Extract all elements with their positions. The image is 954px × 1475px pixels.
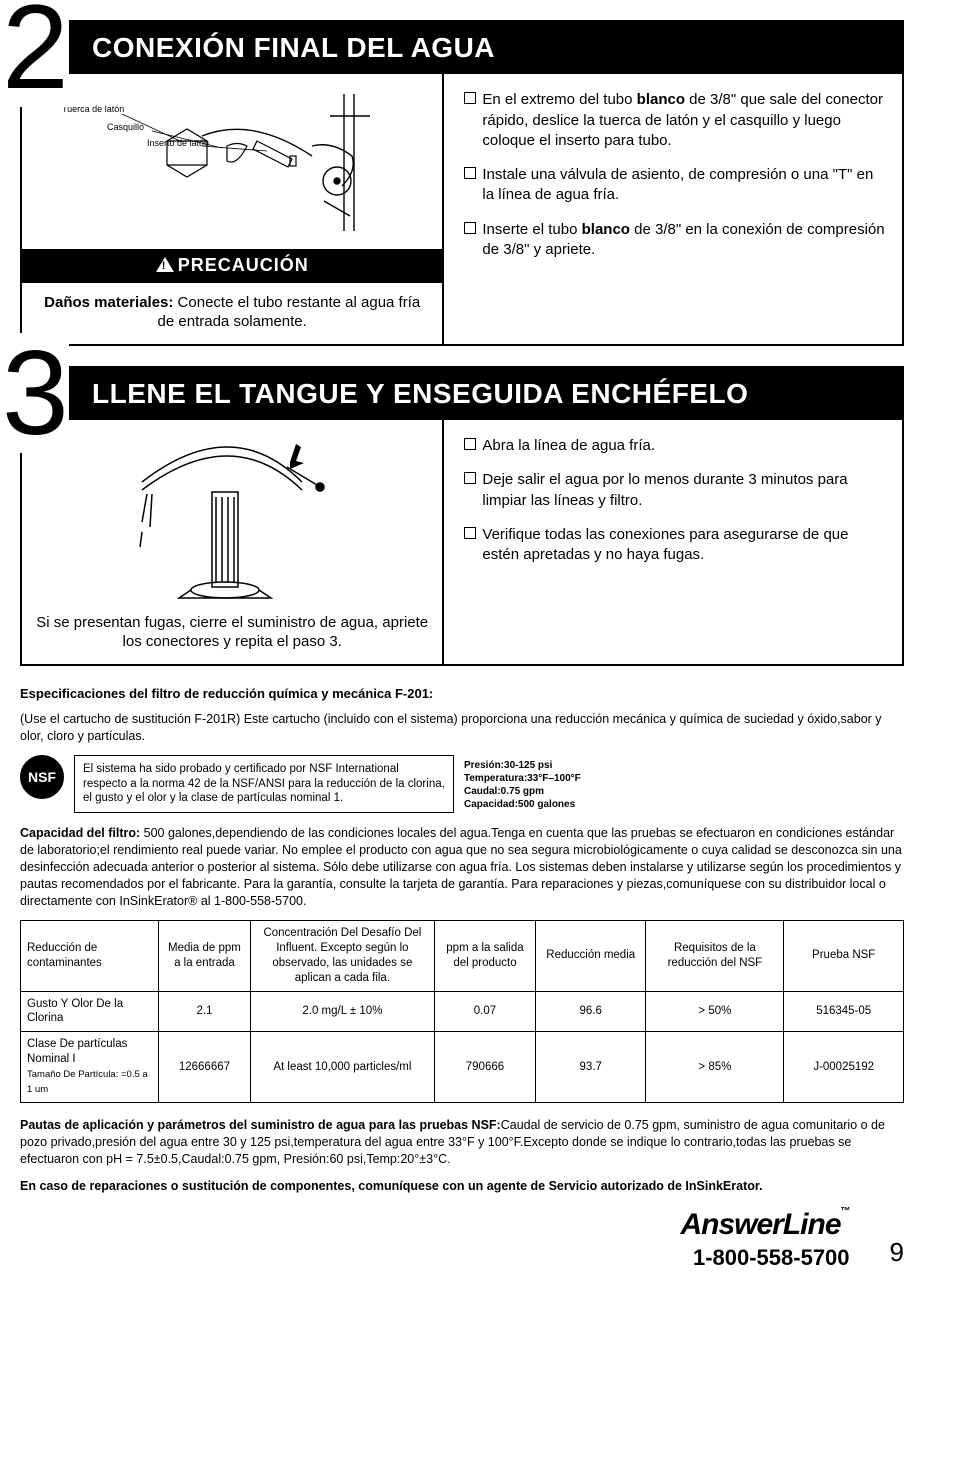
step3-check-2: Verifique todas las conexiones para aseg… [464, 525, 886, 566]
repair-para: En caso de reparaciones o sustitución de… [20, 1178, 904, 1195]
step-2-number: 2 [2, 0, 69, 107]
step-2-title: CONEXIÓN FINAL DEL AGUA [22, 22, 902, 74]
step2-check-0: En el extremo del tubo blanco de 3/8" qu… [464, 90, 886, 151]
warning-triangle-icon [156, 257, 174, 272]
footer: AnswerLine™ 1-800-558-5700 9 [20, 1205, 904, 1273]
caution-rest: Conecte el tubo restante al agua fría de… [158, 294, 421, 331]
caution-label: PRECAUCIÓN [178, 255, 309, 275]
trademark-icon: ™ [841, 1206, 850, 1217]
capacity-rest: 500 galones,dependiendo de las condicion… [20, 826, 902, 908]
answerline-block: AnswerLine™ 1-800-558-5700 [680, 1205, 849, 1273]
step3-check-0: Abra la línea de agua fría. [464, 436, 886, 456]
step3-check-1: Deje salir el agua por lo menos durante … [464, 470, 886, 511]
repair-bold: En caso de reparaciones o sustitución de… [20, 1179, 763, 1193]
checkbox-icon [464, 92, 476, 104]
nsf-row: NSF El sistema ha sido probado y certifi… [20, 755, 904, 814]
nsf-badge-icon: NSF [20, 755, 64, 799]
step-2-box: 2 CONEXIÓN FINAL DEL AGUA [20, 20, 904, 346]
answerline-phone: 1-800-558-5700 [680, 1244, 849, 1273]
step-3-left: Si se presentan fugas, cierre el suminis… [22, 420, 444, 664]
pautas-para: Pautas de aplicación y parámetros del su… [20, 1117, 904, 1168]
nsf-specs: Presión:30-125 psi Temperatura:33°F–100°… [464, 755, 581, 811]
table-header-row: Reducción de contaminantes Media de ppm … [21, 920, 904, 991]
step-3-diagram [34, 432, 430, 607]
label-insert: Inserto de latón [147, 138, 209, 148]
caution-bold: Daños materiales: [44, 294, 173, 311]
page-number: 9 [850, 1236, 904, 1272]
step-2-right: En el extremo del tubo blanco de 3/8" qu… [444, 74, 902, 343]
checkbox-icon [464, 527, 476, 539]
nsf-text: El sistema ha sido probado y certificado… [74, 755, 454, 814]
checkbox-icon [464, 167, 476, 179]
step-3-title: LLENE EL TANGUE Y ENSEGUIDA ENCHÉFELO [22, 368, 902, 420]
label-nut: Tuerca de latón [62, 104, 124, 114]
step-3-number: 3 [2, 333, 69, 453]
data-table: Reducción de contaminantes Media de ppm … [20, 920, 904, 1103]
table-row: Clase De partículas Nominal I Tamaño De … [21, 1032, 904, 1103]
label-sleeve: Casquillo [107, 122, 144, 132]
step2-check-1: Instale una válvula de asiento, de compr… [464, 165, 886, 206]
step-2-left: Tuerca de latón Casquillo Inserto de lat… [22, 74, 444, 343]
caution-banner: PRECAUCIÓN [22, 249, 442, 282]
step-3-box: 3 LLENE EL TANGUE Y ENSEGUIDA ENCHÉFELO [20, 366, 904, 666]
capacity-para: Capacidad del filtro: 500 galones,depend… [20, 825, 904, 909]
checkbox-icon [464, 438, 476, 450]
specs-intro: (Use el cartucho de sustitución F-201R) … [20, 711, 904, 745]
step-2-diagram: Tuerca de latón Casquillo Inserto de lat… [34, 86, 430, 241]
step-3-caption: Si se presentan fugas, cierre el suminis… [34, 613, 430, 652]
capacity-bold: Capacidad del filtro: [20, 826, 140, 840]
answerline-logo: AnswerLine™ [680, 1205, 849, 1244]
checkbox-icon [464, 222, 476, 234]
step-3-right: Abra la línea de agua fría. Deje salir e… [444, 420, 902, 664]
caution-text: Daños materiales: Conecte el tubo restan… [34, 293, 430, 332]
table-row: Gusto Y Olor De la Clorina 2.1 2.0 mg/L … [21, 991, 904, 1032]
checkbox-icon [464, 472, 476, 484]
specs-title: Especificaciones del filtro de reducción… [20, 686, 904, 703]
pautas-bold: Pautas de aplicación y parámetros del su… [20, 1118, 501, 1132]
step2-check-2: Inserte el tubo blanco de 3/8" en la con… [464, 220, 886, 261]
